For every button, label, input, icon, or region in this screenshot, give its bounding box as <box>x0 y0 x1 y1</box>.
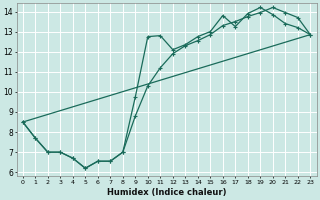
X-axis label: Humidex (Indice chaleur): Humidex (Indice chaleur) <box>107 188 226 197</box>
